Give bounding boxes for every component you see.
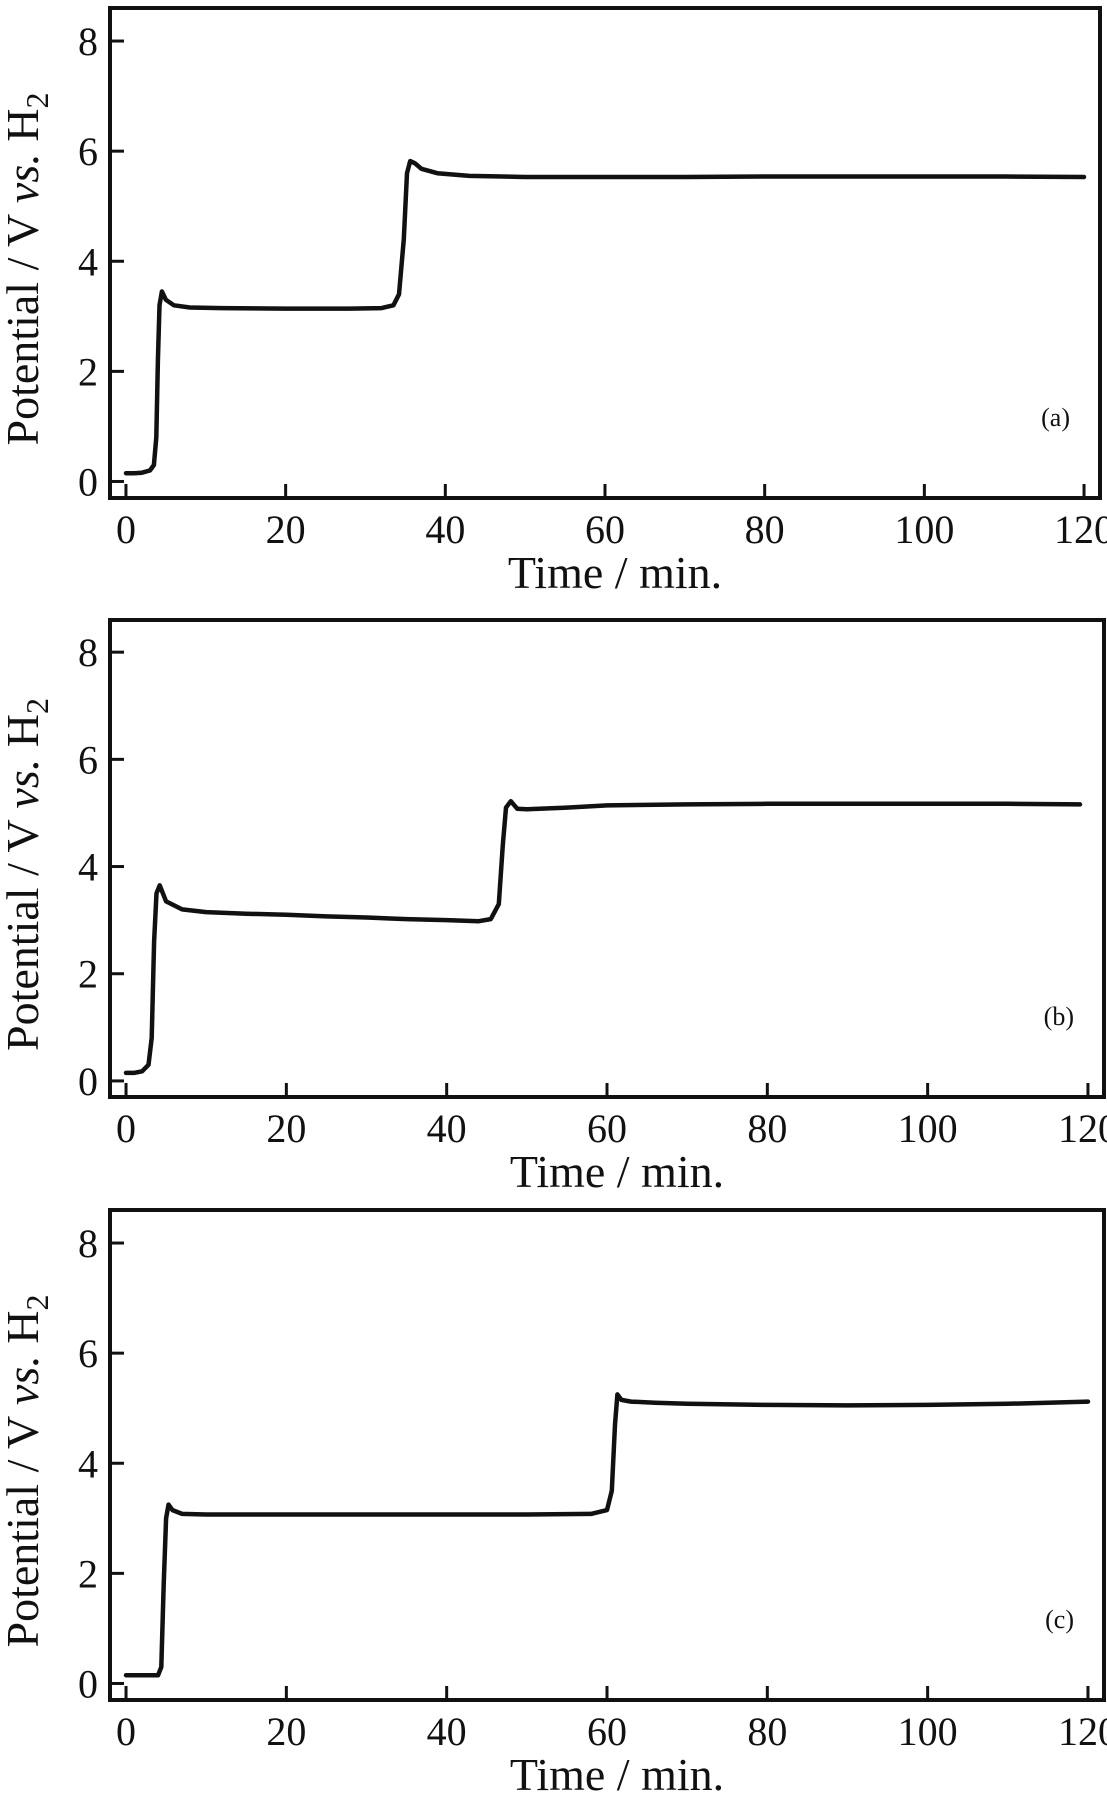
- x-tick-label: 80: [745, 507, 785, 552]
- y-axis-title-h: H: [0, 1311, 48, 1356]
- y-axis-title-main: Potential / V: [0, 203, 48, 445]
- x-tick-label: 80: [747, 1709, 787, 1754]
- x-tick-label: 100: [898, 1709, 958, 1754]
- chart-panel-1: 0 20 40 60 80 100 120 0 2 4 6 8 (a) Time / min. Potent…: [0, 6, 1107, 598]
- y-tick-label: 6: [78, 1331, 98, 1376]
- plot-frame: [108, 1208, 1106, 1702]
- y-axis-title-subscript: 2: [19, 698, 55, 714]
- x-tick-label: 60: [587, 1709, 627, 1754]
- y-axis-title-subscript: 2: [19, 1295, 55, 1311]
- series-line: [123, 158, 1087, 476]
- y-axis-title-vs: vs.: [0, 153, 48, 203]
- x-axis-title: Time / min.: [508, 547, 722, 598]
- series-line: [123, 1392, 1091, 1678]
- plot-frame: [108, 618, 1106, 1099]
- y-axis-title-main: Potential / V: [0, 809, 48, 1051]
- y-axis-title-main: Potential / V: [0, 1405, 48, 1647]
- x-tick-label: 0: [116, 1709, 136, 1754]
- x-tick-label: 40: [427, 1106, 467, 1151]
- y-tick-label: 4: [78, 845, 98, 890]
- plot-frame: [108, 6, 1102, 500]
- x-tick-label: 60: [587, 1106, 627, 1151]
- y-tick-label: 4: [78, 239, 98, 284]
- y-axis-title-h: H: [0, 109, 48, 154]
- x-tick-label: 120: [1054, 507, 1107, 552]
- x-tick-label: 0: [116, 507, 136, 552]
- x-tick-label: 20: [266, 507, 306, 552]
- x-axis-title: Time / min.: [510, 1749, 724, 1800]
- y-tick-label: 8: [78, 19, 98, 64]
- y-tick-label: 2: [78, 952, 98, 997]
- x-tick-label: 40: [427, 1709, 467, 1754]
- x-tick-label: 40: [425, 507, 465, 552]
- x-axis-title: Time / min.: [510, 1146, 724, 1197]
- x-tick-label: 120: [1058, 1106, 1107, 1151]
- y-tick-label: 8: [78, 1221, 98, 1266]
- y-tick-label: 2: [78, 349, 98, 394]
- chart-panel-3: 0 20 40 60 80 100 120 0 2 4 6 8 (c) Time / min. Potent…: [0, 1208, 1107, 1800]
- y-axis-title-h: H: [0, 714, 48, 759]
- panel-label: (c): [1045, 1605, 1074, 1634]
- y-tick-label: 4: [78, 1441, 98, 1486]
- y-axis-title: Potential / V vs. H2: [0, 1295, 55, 1648]
- y-tick-label: 8: [78, 630, 98, 675]
- y-tick-label: 0: [78, 1661, 98, 1706]
- x-tick-label: 60: [585, 507, 625, 552]
- y-tick-label: 2: [78, 1551, 98, 1596]
- x-tick-label: 100: [898, 1106, 958, 1151]
- x-tick-label: 80: [747, 1106, 787, 1151]
- x-tick-label: 100: [894, 507, 954, 552]
- y-tick-label: 0: [78, 1059, 98, 1104]
- panel-label: (a): [1041, 403, 1070, 432]
- y-tick-label: 6: [78, 737, 98, 782]
- y-tick-label: 6: [78, 129, 98, 174]
- chart-panel-2: 0 20 40 60 80 100 120 0 2 4 6 8 (b) Time / min. Potent…: [0, 618, 1107, 1197]
- x-tick-label: 120: [1058, 1709, 1107, 1754]
- y-axis-title-vs: vs.: [0, 1355, 48, 1405]
- x-tick-label: 20: [266, 1709, 306, 1754]
- y-axis-title: Potential / V vs. H2: [0, 93, 55, 446]
- y-axis-title-subscript: 2: [19, 93, 55, 109]
- y-tick-label: 0: [78, 459, 98, 504]
- y-axis-title: Potential / V vs. H2: [0, 698, 55, 1051]
- panel-label: (b): [1044, 1002, 1074, 1031]
- x-tick-label: 20: [266, 1106, 306, 1151]
- series-line: [123, 798, 1083, 1076]
- y-axis-title-vs: vs.: [0, 759, 48, 809]
- x-tick-label: 0: [116, 1106, 136, 1151]
